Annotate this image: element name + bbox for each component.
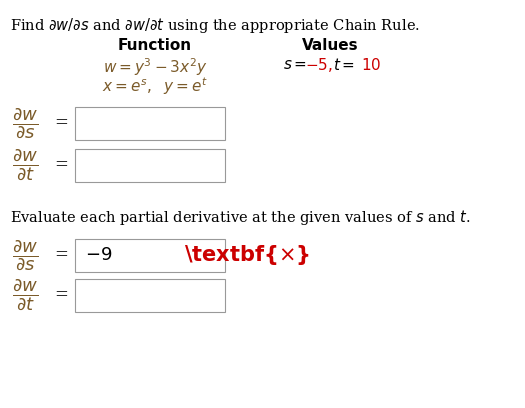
FancyBboxPatch shape — [75, 106, 225, 140]
Text: =: = — [54, 157, 68, 173]
Text: $\dfrac{\partial w}{\partial t}$: $\dfrac{\partial w}{\partial t}$ — [12, 148, 38, 182]
Text: $ t = $: $ t = $ — [333, 57, 355, 73]
Text: =: = — [54, 115, 68, 131]
FancyBboxPatch shape — [75, 149, 225, 182]
Text: $w = y^3 - 3x^2y$: $w = y^3 - 3x^2y$ — [102, 56, 207, 78]
Text: $\dfrac{\partial w}{\partial s}$: $\dfrac{\partial w}{\partial s}$ — [12, 106, 38, 140]
Text: $-5,$: $-5,$ — [305, 56, 333, 74]
FancyBboxPatch shape — [75, 239, 225, 271]
Text: =: = — [54, 286, 68, 304]
Text: =: = — [54, 246, 68, 264]
Text: Find $\partial w/\partial s$ and $\partial w/\partial t$ using the appropriate C: Find $\partial w/\partial s$ and $\parti… — [10, 16, 420, 35]
FancyBboxPatch shape — [75, 279, 225, 311]
Text: $s = $: $s = $ — [283, 58, 307, 72]
Text: $x = e^s,\ \ y = e^t$: $x = e^s,\ \ y = e^t$ — [102, 75, 208, 97]
Text: Evaluate each partial derivative at the given values of $s$ and $t$.: Evaluate each partial derivative at the … — [10, 208, 471, 227]
Text: $-9$: $-9$ — [85, 246, 112, 264]
Text: $\dfrac{\partial w}{\partial t}$: $\dfrac{\partial w}{\partial t}$ — [12, 277, 38, 313]
Text: \textbf{$\times$}: \textbf{$\times$} — [184, 243, 310, 267]
Text: Function: Function — [118, 38, 192, 53]
Text: $\dfrac{\partial w}{\partial s}$: $\dfrac{\partial w}{\partial s}$ — [12, 238, 38, 272]
Text: $10$: $10$ — [361, 57, 381, 73]
Text: Values: Values — [302, 38, 358, 53]
